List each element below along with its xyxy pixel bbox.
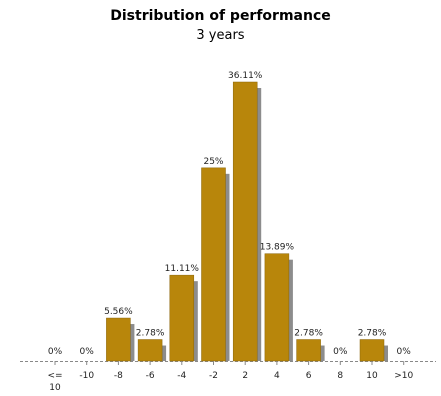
bar (201, 167, 226, 362)
bar (169, 274, 195, 362)
x-tick-label: 10 (49, 383, 61, 393)
data-label: 0% (333, 347, 348, 357)
data-label: 25% (203, 157, 223, 167)
x-tick-label: -6 (146, 371, 155, 381)
data-label: 11.11% (165, 264, 200, 274)
x-tick-label: -8 (114, 371, 123, 381)
bar (359, 339, 385, 362)
data-label: 5.56% (104, 307, 133, 317)
x-tick-label: <= (47, 371, 62, 381)
data-label: 0% (80, 347, 95, 357)
chart-subtitle: 3 years (196, 28, 245, 43)
data-label: 2.78% (136, 329, 165, 339)
data-label: 13.89% (260, 243, 295, 253)
data-label: 36.11% (228, 71, 263, 81)
data-label: 0% (48, 347, 63, 357)
bar (264, 253, 290, 362)
x-tick-label: 4 (274, 371, 280, 381)
x-tick-label: -2 (209, 371, 218, 381)
data-label: 2.78% (358, 329, 387, 339)
chart-title: Distribution of performance (110, 8, 331, 24)
bar (232, 81, 258, 362)
x-tick-label: -4 (177, 371, 186, 381)
bar (106, 317, 131, 362)
bar (137, 339, 163, 362)
data-label: 0% (397, 347, 412, 357)
x-tick-label: 2 (242, 371, 248, 381)
x-tick-label: 8 (337, 371, 343, 381)
bar (296, 339, 321, 362)
x-tick-label: 6 (306, 371, 312, 381)
x-tick-label: -10 (79, 371, 94, 381)
x-tick-label: 10 (366, 371, 378, 381)
data-label: 2.78% (294, 329, 323, 339)
x-tick-label: >10 (394, 371, 413, 381)
